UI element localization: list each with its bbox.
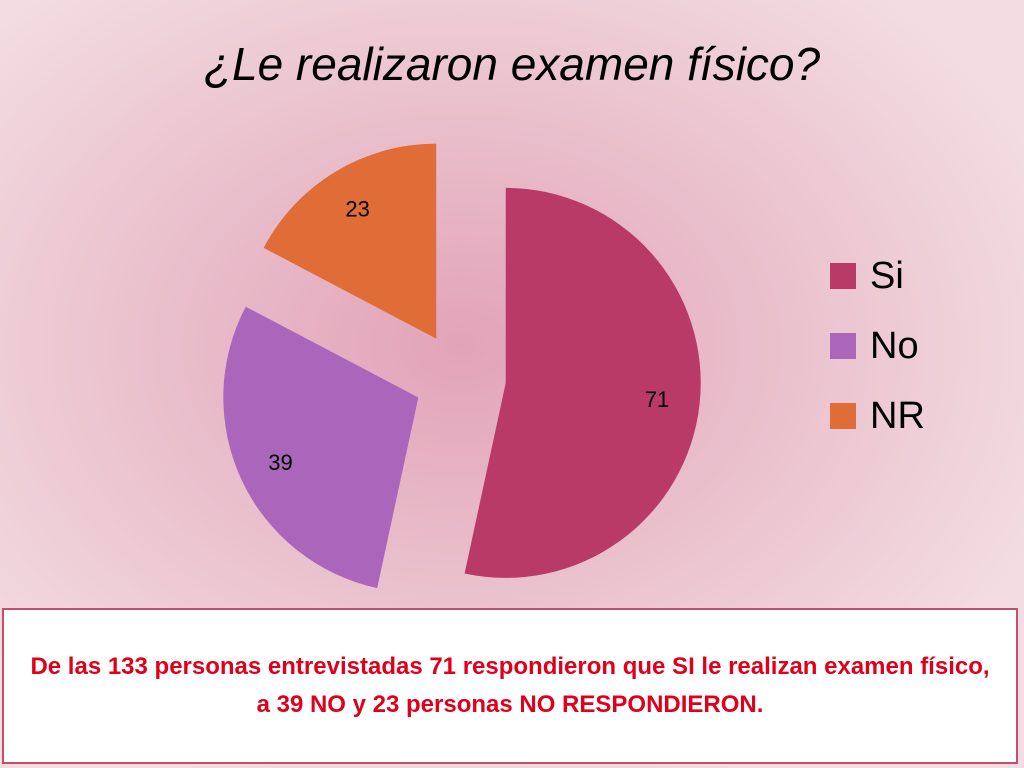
legend-label: No [870,325,919,367]
pie-slice [263,143,437,339]
pie-slice [223,306,419,589]
legend-label: Si [870,255,904,297]
data-label: 71 [645,387,669,412]
legend-swatch [830,263,856,289]
data-label: 39 [268,450,292,475]
caption: De las 133 personas entrevistadas 71 res… [2,608,1018,764]
chart: ¿Le realizaron examen físico? 71 39 23 Si No… [204,38,925,589]
data-label: 23 [345,196,369,221]
legend-label: NR [870,395,925,437]
pie-slice [464,187,701,578]
legend-swatch [830,403,856,429]
legend-swatch [830,333,856,359]
chart-title: ¿Le realizaron examen físico? [204,38,821,90]
